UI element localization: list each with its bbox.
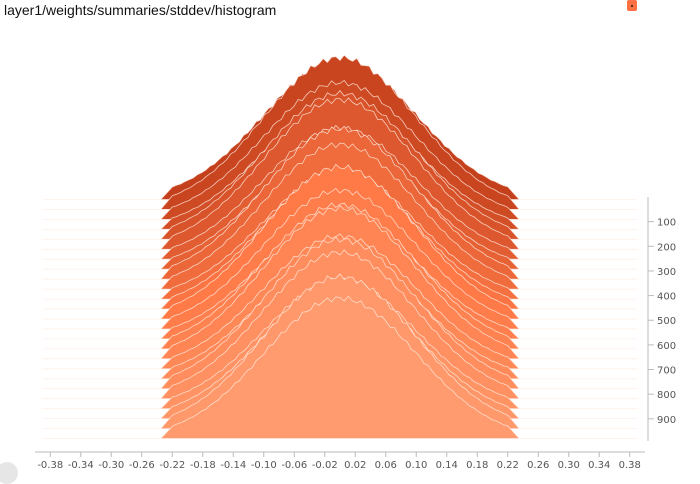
x-tick-label: 0.14 bbox=[436, 460, 458, 471]
x-tick-label: -0.02 bbox=[312, 460, 338, 471]
x-tick-label: 0.34 bbox=[588, 460, 610, 471]
y-tick-label: 500 bbox=[657, 316, 676, 327]
y-tick-label: 700 bbox=[657, 366, 676, 377]
histogram-slice bbox=[42, 295, 638, 439]
y-tick-label: 200 bbox=[657, 242, 676, 253]
chart-title: layer1/weights/summaries/stddev/histogra… bbox=[4, 2, 277, 18]
y-tick-label: 600 bbox=[657, 341, 676, 352]
x-tick-label: 0.06 bbox=[375, 460, 397, 471]
histogram-slices bbox=[42, 54, 638, 439]
x-tick-label: 0.18 bbox=[466, 460, 488, 471]
x-tick-label: -0.06 bbox=[281, 460, 307, 471]
x-tick-label: 0.38 bbox=[619, 460, 641, 471]
x-tick-label: 0.22 bbox=[497, 460, 519, 471]
x-tick-label: -0.14 bbox=[220, 460, 246, 471]
x-axis: -0.38 -0.34 -0.30 -0.26 -0.22 -0.18 -0.14 -0.10… bbox=[35, 451, 645, 471]
expand-icon bbox=[631, 5, 633, 7]
x-tick-label: -0.38 bbox=[37, 460, 63, 471]
y-tick-label: 100 bbox=[657, 218, 676, 229]
y-tick-label: 800 bbox=[657, 390, 676, 401]
y-tick-label: 300 bbox=[657, 267, 676, 278]
x-tick-label: -0.18 bbox=[190, 460, 216, 471]
x-tick-label: -0.30 bbox=[98, 460, 124, 471]
x-tick-label: 0.26 bbox=[527, 460, 549, 471]
y-tick-label: 400 bbox=[657, 292, 676, 303]
x-tick-label: 0.10 bbox=[405, 460, 427, 471]
x-tick-label: -0.34 bbox=[68, 460, 94, 471]
corner-button[interactable] bbox=[0, 462, 18, 484]
x-tick-label: 0.02 bbox=[344, 460, 366, 471]
x-tick-label: -0.10 bbox=[251, 460, 277, 471]
y-tick-label: 900 bbox=[657, 415, 676, 426]
histogram-card: layer1/weights/summaries/stddev/histogra… bbox=[0, 0, 676, 484]
expand-button[interactable] bbox=[627, 0, 637, 11]
x-tick-label: 0.30 bbox=[558, 460, 580, 471]
histogram-plot: -0.38 -0.34 -0.30 -0.26 -0.22 -0.18 -0.14 -0.10… bbox=[35, 54, 676, 471]
x-tick-label: -0.26 bbox=[129, 460, 155, 471]
y-axis: 100 200 300 400 500 600 700 800 900 bbox=[647, 197, 676, 441]
x-tick-label: -0.22 bbox=[159, 460, 185, 471]
